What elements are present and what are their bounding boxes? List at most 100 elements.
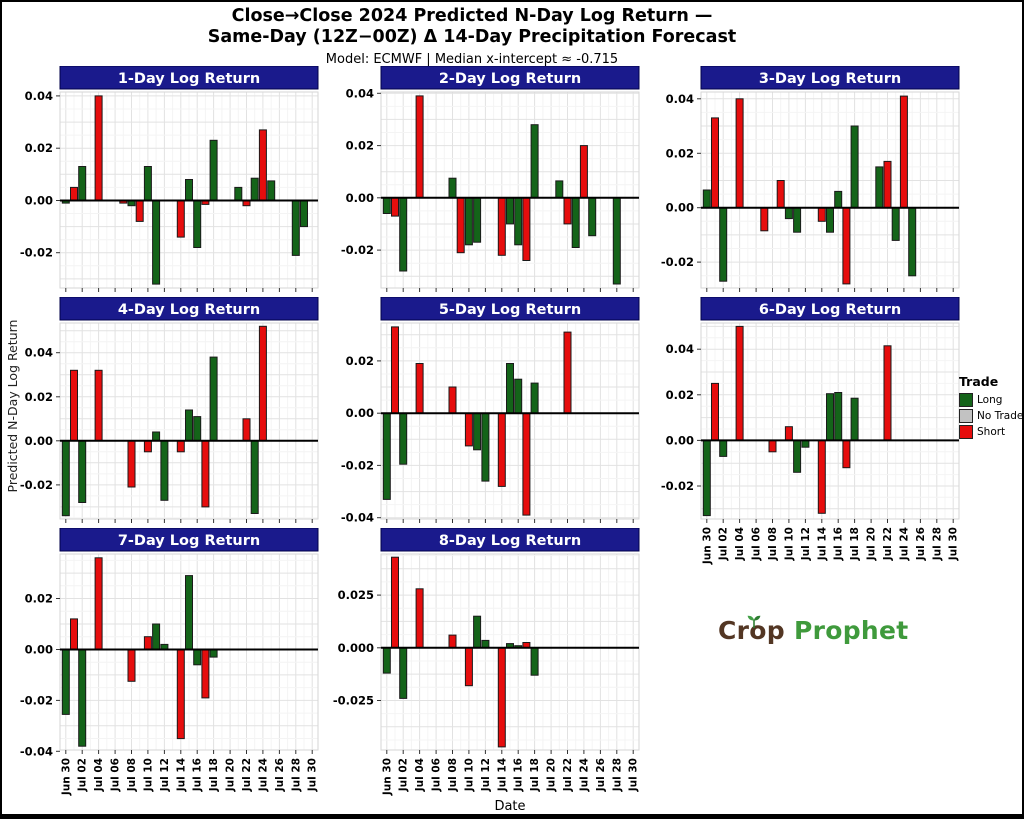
bar-jul-01 xyxy=(70,618,78,650)
bar-jul-18 xyxy=(530,124,539,199)
x-tick-label: Jul 02 xyxy=(77,758,89,792)
bar-jul-24 xyxy=(258,129,267,201)
y-tick-label: 0.02 xyxy=(666,146,694,160)
bar-jul-25 xyxy=(908,207,917,277)
bar-jul-02 xyxy=(78,166,87,201)
bar-jul-04 xyxy=(94,369,103,442)
x-tick-label: Jul 26 xyxy=(915,527,927,561)
bar-jul-07 xyxy=(760,207,769,232)
bar-jul-11 xyxy=(473,615,482,649)
bar-jul-08 xyxy=(448,386,457,414)
bar-jul-15 xyxy=(506,363,514,414)
bar-jul-21 xyxy=(555,180,564,199)
bar-jul-15 xyxy=(506,197,514,225)
bar-jul-04 xyxy=(415,588,424,649)
x-tick-label: Jul 18 xyxy=(208,758,220,792)
bar-jun-30 xyxy=(61,440,70,517)
x-tick-label: Jul 02 xyxy=(398,758,410,792)
bar-jul-28 xyxy=(291,200,300,256)
bar-jul-10 xyxy=(143,166,152,201)
bar-jun-30 xyxy=(702,189,711,209)
bar-jul-02 xyxy=(719,439,728,457)
chart-title-line2: Same-Day (12Z−00Z) Δ 14-Day Precipitatio… xyxy=(207,27,737,47)
bar-jul-12 xyxy=(801,439,810,448)
bar-jul-11 xyxy=(152,200,161,285)
y-tick-label: 0.00 xyxy=(666,201,694,215)
bar-jul-11 xyxy=(152,623,161,650)
legend-title: Trade xyxy=(959,374,999,389)
bar-jul-18 xyxy=(209,649,218,658)
bar-jul-01 xyxy=(391,326,399,414)
y-tick-label: 0.02 xyxy=(346,139,374,153)
cropprophet-logo: Crop Prophet xyxy=(718,615,909,645)
x-tick-label: Jul 26 xyxy=(274,758,286,792)
panel-title-bar xyxy=(700,65,960,90)
y-tick-label: -0.02 xyxy=(20,693,53,707)
bar-jul-18 xyxy=(850,397,859,441)
bar-jul-16 xyxy=(514,197,523,246)
bar-jul-15 xyxy=(185,179,193,201)
x-tick-label: Jul 22 xyxy=(241,758,253,792)
legend-label: No Trade xyxy=(977,410,1024,422)
chart-title-line1: Close→Close 2024 Predicted N-Day Log Ret… xyxy=(231,6,713,26)
x-tick-label: Jul 18 xyxy=(529,758,541,792)
trade-legend: Trade Long No Trade Short xyxy=(959,374,1024,439)
bar-jul-14 xyxy=(176,200,185,238)
panel-title-bar xyxy=(59,527,319,552)
bar-jul-15 xyxy=(826,207,834,233)
y-tick-label: 0.04 xyxy=(25,346,53,360)
x-tick-label: Jul 30 xyxy=(307,758,319,792)
bar-jul-22 xyxy=(563,197,572,225)
bar-jul-25 xyxy=(267,180,276,202)
bar-jul-04 xyxy=(415,363,424,414)
bar-jul-14 xyxy=(176,440,185,453)
y-tick-label: 0.02 xyxy=(25,390,53,404)
sprout-icon xyxy=(745,606,763,635)
panel-title: 7-Day Log Return xyxy=(118,533,260,549)
bar-jul-16 xyxy=(514,378,523,414)
panel-title: 6-Day Log Return xyxy=(759,302,901,318)
x-tick-label: Jun 30 xyxy=(381,758,393,796)
bar-jul-15 xyxy=(185,409,193,442)
bar-jul-01 xyxy=(711,117,719,209)
panel-title: 1-Day Log Return xyxy=(118,71,260,87)
legend-entry-long: Long xyxy=(959,393,1022,407)
bar-jul-16 xyxy=(193,416,202,442)
bar-jul-10 xyxy=(143,440,152,453)
bar-jul-16 xyxy=(834,190,843,209)
bar-jul-29 xyxy=(300,200,308,228)
y-tick-label: 0.00 xyxy=(25,643,53,657)
x-tick-label: Jul 24 xyxy=(898,527,910,561)
x-tick-label: Jul 30 xyxy=(628,758,640,792)
y-tick-label: -0.02 xyxy=(20,246,53,260)
bar-jun-30 xyxy=(382,647,391,674)
x-tick-label: Jul 18 xyxy=(849,527,861,561)
bar-jul-04 xyxy=(415,95,424,199)
bar-jul-18 xyxy=(850,125,859,209)
x-tick-label: Jul 28 xyxy=(290,758,302,792)
bar-jul-16 xyxy=(193,200,202,248)
bar-jul-12 xyxy=(481,639,490,649)
bar-jul-15 xyxy=(185,575,193,650)
y-tick-label: -0.04 xyxy=(341,511,374,523)
x-tick-label: Jul 20 xyxy=(866,527,878,561)
y-tick-label: 0.02 xyxy=(666,388,694,402)
bar-jul-01 xyxy=(70,369,78,442)
bar-jul-17 xyxy=(522,412,531,516)
bar-jul-17 xyxy=(522,197,531,262)
panel-title-bar xyxy=(59,65,319,90)
y-tick-label: 0.025 xyxy=(338,588,374,602)
x-tick-label: Jul 24 xyxy=(578,758,590,792)
x-tick-label: Jul 16 xyxy=(192,758,204,792)
y-tick-label: -0.04 xyxy=(20,744,53,758)
x-tick-label: Jul 24 xyxy=(257,758,269,792)
y-tick-label: -0.025 xyxy=(333,694,374,708)
panel-2-day-log-return: 0.04 0.02 0.00 -0.02 2-Day Log Return xyxy=(333,65,643,296)
panel-1-day-log-return: 0.04 0.02 0.00 -0.02 1-Day Log Return xyxy=(12,65,322,296)
bar-jul-08 xyxy=(768,439,777,453)
bar-jul-09 xyxy=(776,180,785,209)
x-tick-label: Jul 14 xyxy=(496,758,508,792)
bar-jul-22 xyxy=(242,418,251,442)
bar-jul-24 xyxy=(258,325,267,442)
x-tick-label: Jul 16 xyxy=(833,527,845,561)
